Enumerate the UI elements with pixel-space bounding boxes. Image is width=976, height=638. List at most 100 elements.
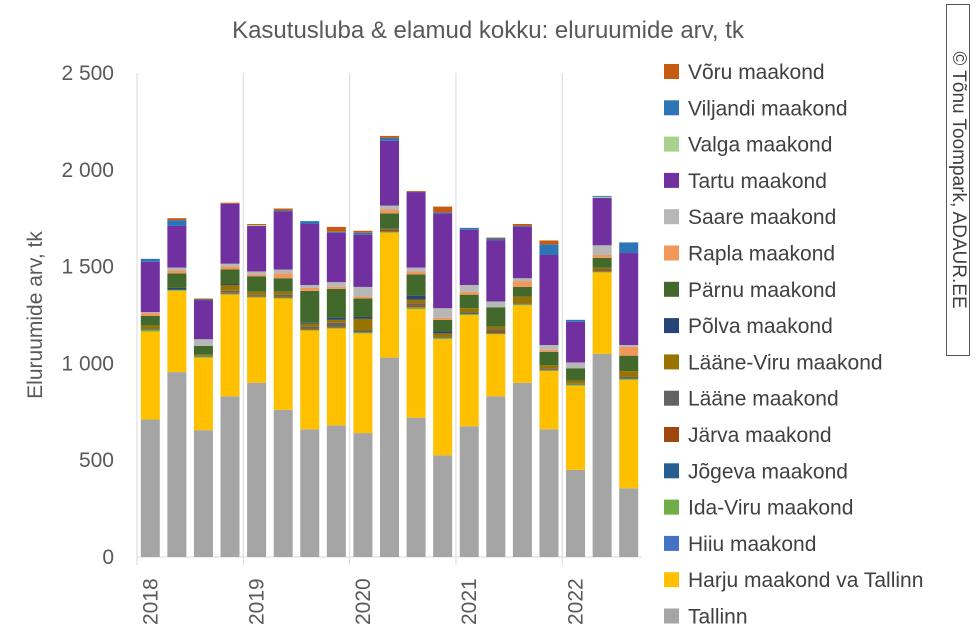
bar-segment	[592, 245, 612, 255]
bar-segment	[486, 301, 506, 308]
bar-segment	[326, 286, 346, 289]
bar-segment	[539, 240, 559, 245]
bar-segment	[459, 229, 479, 285]
bar-segment	[539, 369, 559, 371]
bar-segment	[273, 273, 293, 279]
bar-segment	[406, 417, 426, 557]
bar-segment	[512, 225, 532, 227]
bar-segment	[459, 315, 479, 427]
bar-segment	[353, 234, 373, 287]
bar-segment	[193, 430, 213, 557]
bar-segment	[619, 346, 639, 356]
y-tick-label: 1 500	[61, 256, 114, 279]
x-tick-labels: 2018 2019 2020 2021 2022	[139, 578, 587, 625]
bar-segment	[592, 267, 612, 270]
bar-segment	[140, 325, 160, 329]
bar-segment	[512, 281, 532, 287]
bar-segment	[300, 284, 320, 288]
bar-segment	[459, 312, 479, 315]
bar-segment	[512, 296, 532, 304]
bar-segment	[619, 371, 639, 377]
bar-segment	[619, 242, 639, 254]
bar-segment	[566, 368, 586, 381]
bar-segment	[486, 238, 506, 241]
legend-label: Viljandi maakond	[688, 97, 848, 120]
bar-segment	[592, 195, 612, 197]
bar-segment	[353, 330, 373, 333]
bar-segment	[566, 362, 586, 369]
bar-segment	[592, 257, 612, 268]
bar-segment	[273, 297, 293, 299]
legend-label: Lääne-Viru maakond	[688, 351, 883, 374]
legend-swatch	[664, 100, 679, 116]
bar-segment	[300, 328, 320, 330]
bar-segment	[406, 305, 426, 308]
bar-segment	[220, 266, 240, 270]
bar-segment	[193, 354, 213, 356]
legend-swatch	[664, 535, 679, 551]
x-tick-label: 2018	[139, 578, 162, 625]
bar-segment	[406, 303, 426, 306]
bar-segment	[247, 224, 267, 225]
bar-segment	[220, 290, 240, 293]
bar-segment	[539, 244, 559, 255]
bar-segment	[326, 327, 346, 329]
bar-segment	[406, 309, 426, 418]
bar-segment	[247, 296, 267, 298]
bar-segment	[220, 396, 240, 557]
bar-segment	[433, 317, 453, 320]
bar-segment	[326, 319, 346, 323]
bar-segment	[300, 329, 320, 331]
bar-segment	[167, 267, 187, 271]
bar-segment	[300, 224, 320, 285]
bar-segment	[247, 291, 267, 295]
legend-label: Võru maakond	[688, 61, 825, 84]
bar-segment	[406, 271, 426, 275]
bar-segment	[539, 351, 559, 366]
bar-segment	[167, 270, 187, 274]
legend-label: Saare maakond	[688, 206, 836, 229]
bar-segment	[326, 288, 346, 318]
legend-label: Ida-Viru maakond	[688, 497, 853, 520]
bar-segment	[300, 287, 320, 291]
y-tick-label: 500	[79, 449, 114, 472]
bar-segment	[486, 331, 506, 334]
bar-segment	[380, 357, 399, 557]
bar-segment	[459, 426, 479, 557]
bar-segment	[167, 218, 187, 221]
bar-segment	[433, 339, 453, 456]
bar-segment	[273, 409, 293, 557]
bar-segment	[326, 231, 346, 233]
bar-segment	[459, 314, 479, 315]
bar-segment	[193, 300, 213, 340]
bar-segment	[353, 232, 373, 235]
bar-segment	[247, 225, 267, 272]
bar-segment	[380, 232, 399, 358]
legend-label: Lääne maakond	[688, 388, 839, 411]
credit-box: © Tõnu Toompark, ADAUR.EE	[946, 4, 970, 356]
bar-segment	[380, 231, 399, 233]
bar-segment	[592, 353, 612, 557]
bar-segment	[167, 372, 187, 557]
bar-segment	[300, 326, 320, 329]
bar-segment	[300, 322, 320, 324]
legend-swatch	[664, 64, 679, 79]
bar-segment	[512, 278, 532, 282]
bar-segment	[300, 221, 320, 225]
bar-segment	[247, 276, 267, 292]
bar-segment	[433, 319, 453, 332]
bar-segment	[326, 232, 346, 283]
bar-segment	[247, 297, 267, 383]
bar-segment	[273, 208, 293, 211]
bar-segment	[592, 254, 612, 258]
bar-segment	[459, 227, 479, 230]
bar-segment	[326, 326, 346, 328]
bar-segment	[619, 488, 639, 557]
legend-label: Jõgeva maakond	[688, 460, 848, 483]
legend-swatch	[664, 318, 679, 334]
bar-segment	[167, 290, 187, 373]
bar-segment	[539, 371, 559, 430]
bar-segment	[459, 294, 479, 309]
legend-swatch	[664, 608, 679, 624]
